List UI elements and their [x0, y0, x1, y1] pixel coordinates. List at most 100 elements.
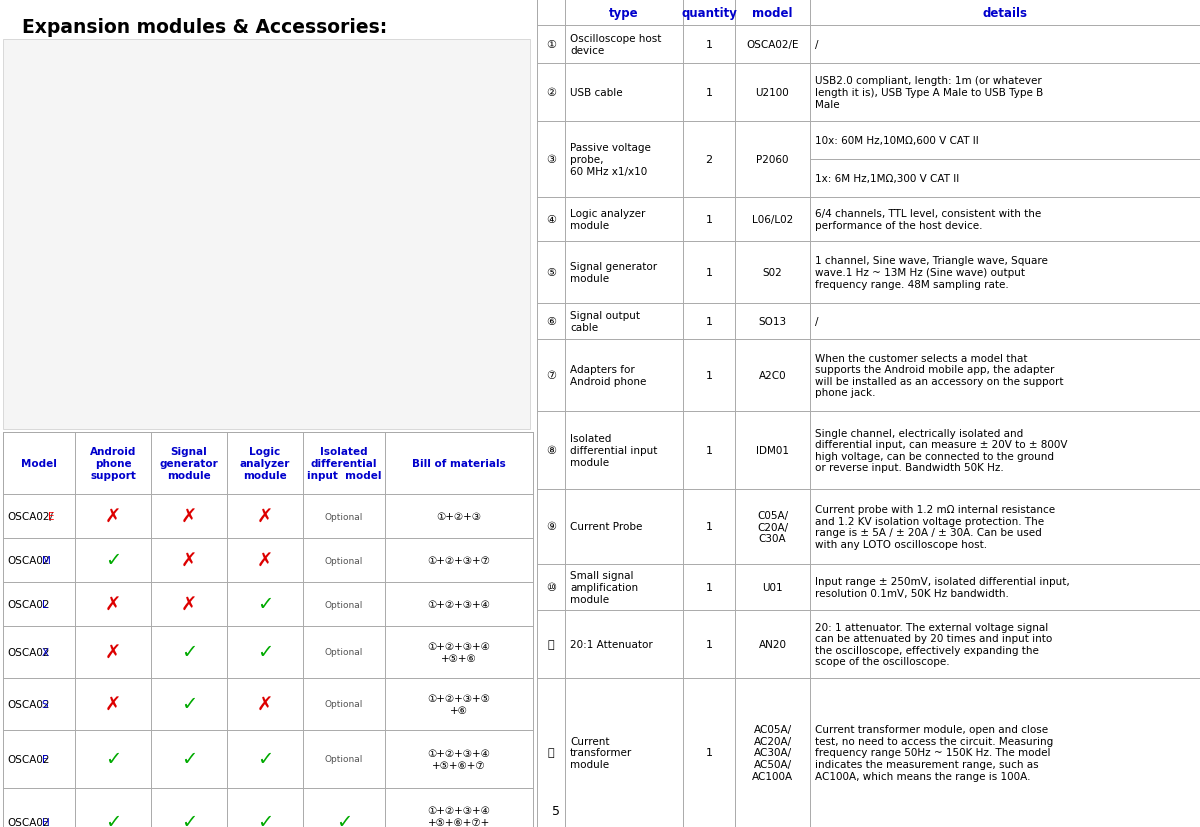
Text: USB2.0 compliant, length: 1m (or whatever
length it is), USB Type A Male to USB : USB2.0 compliant, length: 1m (or whateve… [815, 76, 1043, 109]
Text: ✓: ✓ [181, 643, 197, 662]
Bar [2, 495, 533, 538]
Text: ✗: ✗ [181, 595, 197, 614]
Text: quantity: quantity [682, 7, 737, 20]
Text: ①+②+③: ①+②+③ [437, 511, 481, 521]
Text: OSCA02: OSCA02 [7, 817, 49, 827]
Text: IDM01: IDM01 [756, 446, 790, 456]
Text: ✓: ✓ [257, 643, 274, 662]
Text: ✗: ✗ [104, 507, 121, 526]
Text: ✓: ✓ [181, 695, 197, 714]
Text: ①+②+③+⑦: ①+②+③+⑦ [427, 555, 491, 566]
Text: ①+②+③+④
+⑤+⑥+⑦: ①+②+③+④ +⑤+⑥+⑦ [427, 748, 491, 770]
Text: 1: 1 [706, 268, 713, 278]
Text: ✗: ✗ [257, 551, 274, 570]
Text: ③: ③ [546, 155, 556, 165]
Text: ✓: ✓ [104, 812, 121, 827]
Text: A2C0: A2C0 [758, 370, 786, 380]
Text: AN20: AN20 [758, 639, 786, 649]
Text: 6/4 channels, TTL level, consistent with the
performance of the host device.: 6/4 channels, TTL level, consistent with… [815, 209, 1042, 231]
Text: OSCA02: OSCA02 [7, 699, 49, 709]
Bar [2, 582, 533, 626]
Text: Adapters for
Android phone: Adapters for Android phone [570, 365, 647, 386]
Text: Oscilloscope host
device: Oscilloscope host device [570, 34, 661, 55]
Text: Signal output
cable: Signal output cable [570, 311, 640, 332]
Bar [538, 340, 1200, 412]
Bar [538, 490, 1200, 564]
Text: Logic
analyzer
module: Logic analyzer module [240, 447, 290, 480]
Bar [538, 412, 1200, 490]
Text: S: S [42, 699, 48, 709]
Text: OSCA02: OSCA02 [7, 754, 49, 764]
Text: ⑤: ⑤ [546, 268, 556, 278]
Text: 1 channel, Sine wave, Triangle wave, Square
wave.1 Hz ~ 13M Hz (Sine wave) outpu: 1 channel, Sine wave, Triangle wave, Squ… [815, 256, 1048, 289]
Text: Optional: Optional [325, 700, 364, 709]
Text: ⑧: ⑧ [546, 446, 556, 456]
Text: ①+②+③+④
+⑤+⑥+⑦+
⑧: ①+②+③+④ +⑤+⑥+⑦+ ⑧ [427, 805, 491, 827]
Text: P2060: P2060 [756, 155, 788, 165]
Text: 1x: 6M Hz,1MΩ,300 V CAT II: 1x: 6M Hz,1MΩ,300 V CAT II [815, 174, 959, 184]
Text: Bill of materials: Bill of materials [412, 458, 506, 468]
Text: 1: 1 [706, 317, 713, 327]
Text: ⑦: ⑦ [546, 370, 556, 380]
Text: Optional: Optional [325, 512, 364, 521]
Text: 20:1 Attenuator: 20:1 Attenuator [570, 639, 653, 649]
Text: Signal
generator
module: Signal generator module [160, 447, 218, 480]
Text: ①+②+③+④
+⑤+⑥: ①+②+③+④ +⑤+⑥ [427, 642, 491, 663]
Text: E: E [48, 511, 54, 521]
Text: 1: 1 [706, 88, 713, 98]
Text: Passive voltage
probe,
60 MHz x1/x10: Passive voltage probe, 60 MHz x1/x10 [570, 143, 650, 176]
Text: ⑨: ⑨ [546, 522, 556, 532]
Text: OSCA02/E: OSCA02/E [746, 40, 799, 50]
Text: ✗: ✗ [181, 507, 197, 526]
Bar [538, 304, 1200, 340]
Text: OSCA02: OSCA02 [7, 600, 49, 609]
Text: ⑩: ⑩ [546, 582, 556, 592]
Text: S02: S02 [763, 268, 782, 278]
Text: Current
transformer
module: Current transformer module [570, 736, 632, 769]
Text: ②: ② [546, 88, 556, 98]
Text: ✗: ✗ [257, 507, 274, 526]
Text: ①+②+③+④: ①+②+③+④ [427, 600, 491, 609]
Text: X: X [42, 648, 49, 657]
Bar [2, 538, 533, 582]
Text: U2100: U2100 [756, 88, 790, 98]
Text: ①: ① [546, 40, 556, 50]
Text: 1: 1 [706, 370, 713, 380]
Text: OSCA02/: OSCA02/ [7, 511, 53, 521]
Text: 1: 1 [706, 748, 713, 758]
Bar [538, 610, 1200, 678]
Text: Model: Model [22, 458, 56, 468]
Text: ✓: ✓ [257, 595, 274, 614]
Bar [2, 730, 533, 788]
Text: /: / [815, 40, 818, 50]
Text: ✗: ✗ [181, 551, 197, 570]
Bar [2, 40, 530, 429]
Text: Single channel, electrically isolated and
differential input, can measure ± 20V : Single channel, electrically isolated an… [815, 428, 1068, 473]
Text: ⑪: ⑪ [547, 639, 554, 649]
Text: ①+②+③+⑤
+⑥: ①+②+③+⑤ +⑥ [427, 693, 491, 715]
Text: 1: 1 [706, 582, 713, 592]
Bar [2, 678, 533, 730]
Text: Small signal
amplification
module: Small signal amplification module [570, 571, 638, 604]
Text: ✗: ✗ [104, 595, 121, 614]
Text: Current transformer module, open and close
test, no need to access the circuit. : Current transformer module, open and clo… [815, 724, 1054, 781]
Text: U01: U01 [762, 582, 782, 592]
Bar [2, 788, 533, 827]
Text: L06/L02: L06/L02 [752, 215, 793, 225]
Text: SO13: SO13 [758, 317, 786, 327]
Text: 1: 1 [706, 215, 713, 225]
Text: Optional: Optional [325, 648, 364, 657]
Text: Android
phone
support: Android phone support [90, 447, 136, 480]
Text: ④: ④ [546, 215, 556, 225]
Bar [538, 678, 1200, 827]
Text: ✓: ✓ [336, 812, 352, 827]
Text: ✓: ✓ [181, 812, 197, 827]
Text: Isolated
differential
input  model: Isolated differential input model [307, 447, 382, 480]
Text: Current Probe: Current Probe [570, 522, 642, 532]
Text: Optional: Optional [325, 600, 364, 609]
Text: details: details [983, 7, 1027, 20]
Text: H: H [42, 817, 49, 827]
Text: OSCA02: OSCA02 [7, 648, 49, 657]
Text: 20: 1 attenuator. The external voltage signal
can be attenuated by 20 times and : 20: 1 attenuator. The external voltage s… [815, 622, 1052, 667]
Bar [538, 564, 1200, 610]
